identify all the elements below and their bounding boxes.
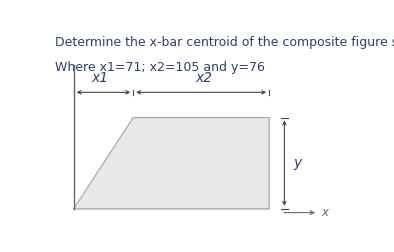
Text: y: y: [294, 156, 302, 170]
Text: Where x1=71; x2=105 and y=76: Where x1=71; x2=105 and y=76: [55, 61, 265, 74]
Text: x2: x2: [196, 71, 213, 85]
Text: x: x: [321, 206, 328, 219]
Text: Determine the x-bar centroid of the composite figure shown.: Determine the x-bar centroid of the comp…: [55, 36, 394, 49]
Text: x1: x1: [92, 71, 109, 85]
Polygon shape: [74, 117, 269, 209]
